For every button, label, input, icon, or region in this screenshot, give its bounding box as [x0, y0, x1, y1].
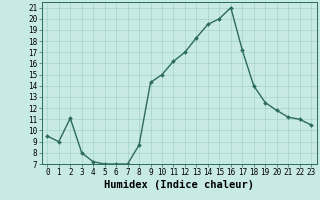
X-axis label: Humidex (Indice chaleur): Humidex (Indice chaleur): [104, 180, 254, 190]
